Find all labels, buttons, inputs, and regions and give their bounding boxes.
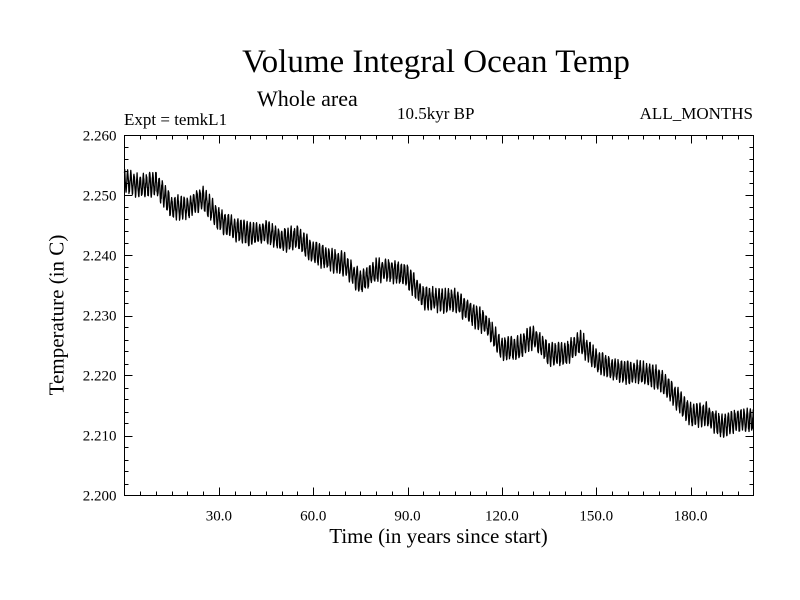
x-tick-label: 180.0 xyxy=(674,509,708,525)
temperature-series-line xyxy=(123,168,755,438)
x-tick-label: 30.0 xyxy=(206,509,232,525)
x-tick-label: 120.0 xyxy=(485,509,519,525)
y-tick-label: 2.260 xyxy=(83,129,117,145)
months-label: ALL_MONTHS xyxy=(639,104,753,123)
y-tick-label: 2.200 xyxy=(83,489,117,505)
experiment-label: Expt = temkL1 xyxy=(124,110,228,129)
y-tick-label: 2.210 xyxy=(83,429,117,445)
x-tick-label: 150.0 xyxy=(579,509,613,525)
y-tick-label: 2.220 xyxy=(83,369,117,385)
axis-tick-labels: 30.0 60.0 90.0 120.0 150.0 180.0 2.200 2.210 2.2… xyxy=(83,129,708,525)
y-tick-label: 2.230 xyxy=(83,309,117,325)
x-axis-label: Time (in years since start) xyxy=(329,524,548,548)
chart-title: Volume Integral Ocean Temp xyxy=(242,44,630,80)
chart-subtitle: Whole area xyxy=(257,86,358,111)
y-tick-label: 2.240 xyxy=(83,249,117,265)
x-tick-label: 60.0 xyxy=(300,509,326,525)
y-tick-label: 2.250 xyxy=(83,189,117,205)
plot-frame xyxy=(124,135,754,496)
axis-ticks xyxy=(124,135,754,496)
period-label: 10.5kyr BP xyxy=(397,104,475,123)
x-tick-label: 90.0 xyxy=(394,509,420,525)
